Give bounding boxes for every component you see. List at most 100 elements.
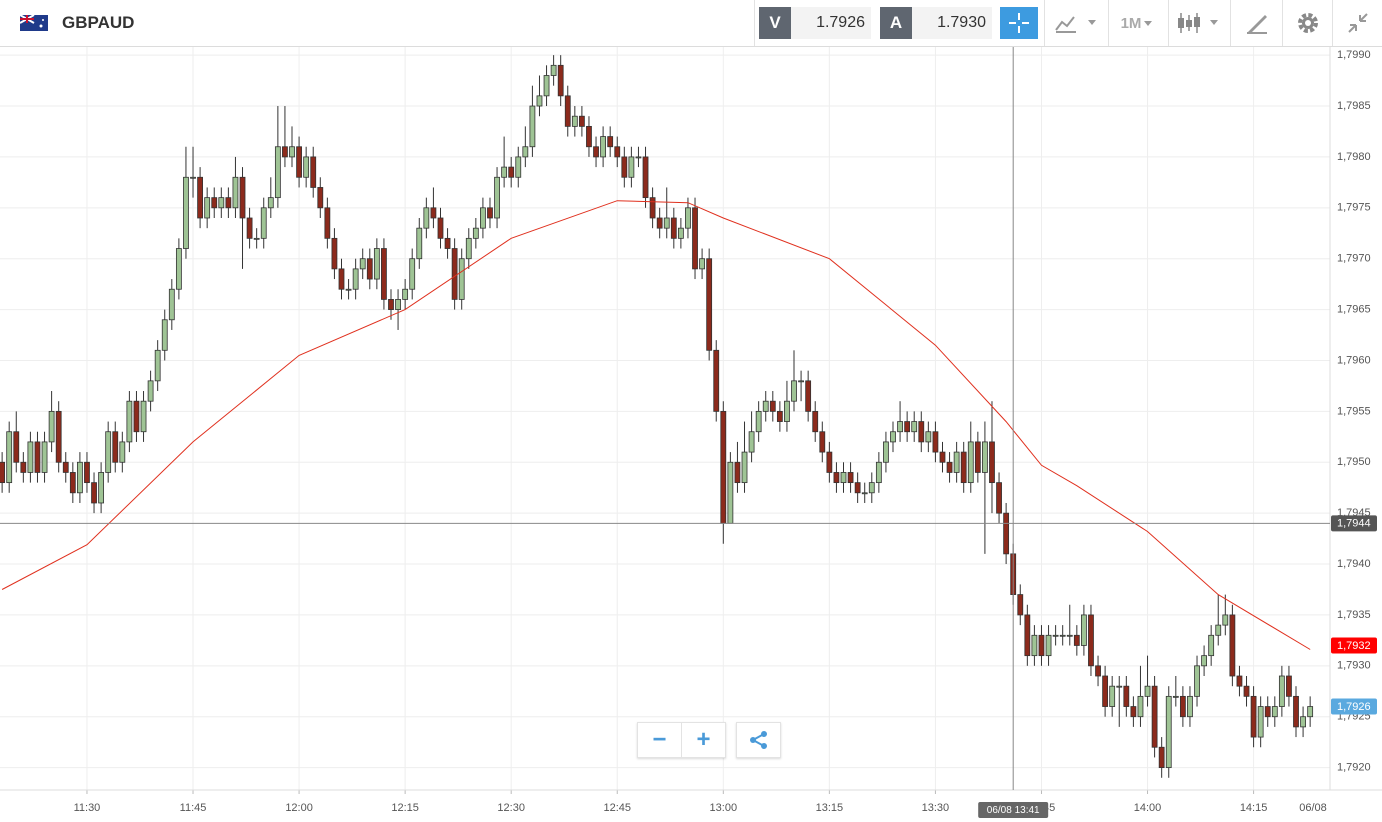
symbol: GBPAUD	[62, 13, 135, 32]
candle-body	[6, 431, 13, 484]
candle-body	[798, 380, 804, 383]
y-tick-label: 1,7930	[1337, 660, 1371, 672]
grid: 1,79201,79251,79301,79351,79401,79451,79…	[0, 47, 1371, 814]
candle-body	[0, 461, 6, 484]
y-tick-label: 1,7935	[1337, 609, 1371, 621]
candle-body	[635, 156, 642, 159]
candle-body	[423, 207, 430, 229]
zoom-controls: − +	[637, 722, 781, 758]
candle-body	[246, 217, 253, 239]
candle-body	[487, 207, 493, 219]
y-tick-label: 1,7965	[1337, 304, 1371, 316]
candle-body	[267, 197, 274, 209]
x-tick-label: 14:00	[1134, 802, 1162, 814]
candle-body	[20, 461, 27, 473]
candle-body	[282, 146, 288, 158]
x-tick-label: 13:30	[922, 802, 950, 814]
candle-body	[13, 431, 20, 463]
candle-body	[84, 461, 90, 484]
candle-body	[381, 248, 387, 300]
candle-body	[685, 207, 691, 229]
zoom-out[interactable]: −	[652, 726, 667, 753]
dropdown-icon	[1144, 21, 1153, 26]
candle-body	[1116, 685, 1123, 688]
candle-body	[48, 410, 55, 443]
candle-body	[529, 105, 536, 148]
candles-button[interactable]	[1172, 0, 1226, 46]
candle-body	[847, 472, 854, 484]
bid-price: 1.7926	[791, 7, 871, 39]
candle-body	[1038, 634, 1045, 657]
collapse-button[interactable]	[1336, 0, 1380, 46]
y-tick-label: 1,7980	[1337, 151, 1371, 163]
candle-body	[303, 156, 310, 178]
candle-body	[974, 441, 981, 473]
candle-body	[642, 156, 649, 199]
candle-body	[133, 400, 140, 433]
zoom-in[interactable]: +	[681, 723, 725, 757]
candle-body	[451, 248, 458, 300]
timeframe-button[interactable]: 1M	[1112, 0, 1164, 46]
candle-body	[1293, 695, 1299, 728]
x-tick-label: 11:30	[74, 802, 101, 814]
candle-body	[183, 176, 189, 249]
candle-body	[1215, 624, 1222, 636]
candle-body	[501, 166, 508, 178]
collapse-icon	[1348, 13, 1368, 33]
candle-body	[550, 64, 557, 76]
x-tick-label: 13:00	[710, 802, 738, 814]
candle-body	[1286, 675, 1292, 697]
candle-body	[741, 451, 748, 484]
candle-body	[762, 400, 769, 412]
y-tick-label: 1,7960	[1337, 354, 1371, 366]
candle-body	[1052, 634, 1059, 637]
candle-body	[826, 451, 833, 473]
x-tick-label: 14:15	[1240, 802, 1268, 814]
bid-button[interactable]: V	[759, 7, 791, 39]
settings-button[interactable]	[1286, 0, 1330, 46]
share[interactable]	[737, 723, 780, 757]
candle-body	[1059, 634, 1066, 637]
candle-body	[522, 146, 529, 158]
candle-body	[338, 268, 345, 290]
candle-body	[1109, 685, 1116, 707]
candle-body	[1194, 665, 1200, 697]
candle-body	[1208, 634, 1215, 657]
candle-body	[175, 248, 182, 290]
candle-body	[1264, 706, 1271, 718]
candle-body	[571, 115, 578, 127]
timeframe: 1M	[1120, 14, 1142, 32]
candle-body	[112, 431, 119, 463]
candle-body	[218, 197, 225, 209]
candle-body	[1080, 614, 1087, 646]
candle-body	[776, 410, 783, 422]
ask-price: 1.7930	[912, 7, 992, 39]
candle-body	[494, 176, 500, 219]
candle-body	[536, 95, 543, 107]
candle-body	[996, 482, 1002, 514]
candle-body	[953, 451, 960, 473]
candle-body	[331, 237, 338, 270]
candle-body	[1187, 695, 1193, 718]
y-tick-label: 1,7985	[1337, 100, 1371, 112]
candle-body	[324, 207, 331, 239]
candle-body	[1151, 685, 1158, 748]
crosshair-time: 06/08 13:41	[987, 805, 1040, 816]
candles	[0, 55, 1314, 778]
candle-body	[190, 176, 196, 179]
candle-body	[430, 207, 437, 219]
draw-icon	[1247, 15, 1267, 34]
ask-button[interactable]: A	[880, 7, 912, 39]
candle-body	[27, 441, 34, 473]
candle-body	[289, 146, 295, 158]
draw-button[interactable]	[1234, 0, 1280, 46]
candle-body	[670, 217, 677, 239]
candle-body	[274, 146, 281, 199]
candle-body	[1257, 706, 1264, 738]
candle-body	[812, 410, 819, 433]
chart-type-button[interactable]	[1050, 0, 1104, 46]
candle-body	[720, 410, 727, 524]
zoom-group: − +	[637, 722, 726, 758]
crosshair-button[interactable]	[1000, 7, 1038, 39]
candle-body	[989, 441, 995, 484]
